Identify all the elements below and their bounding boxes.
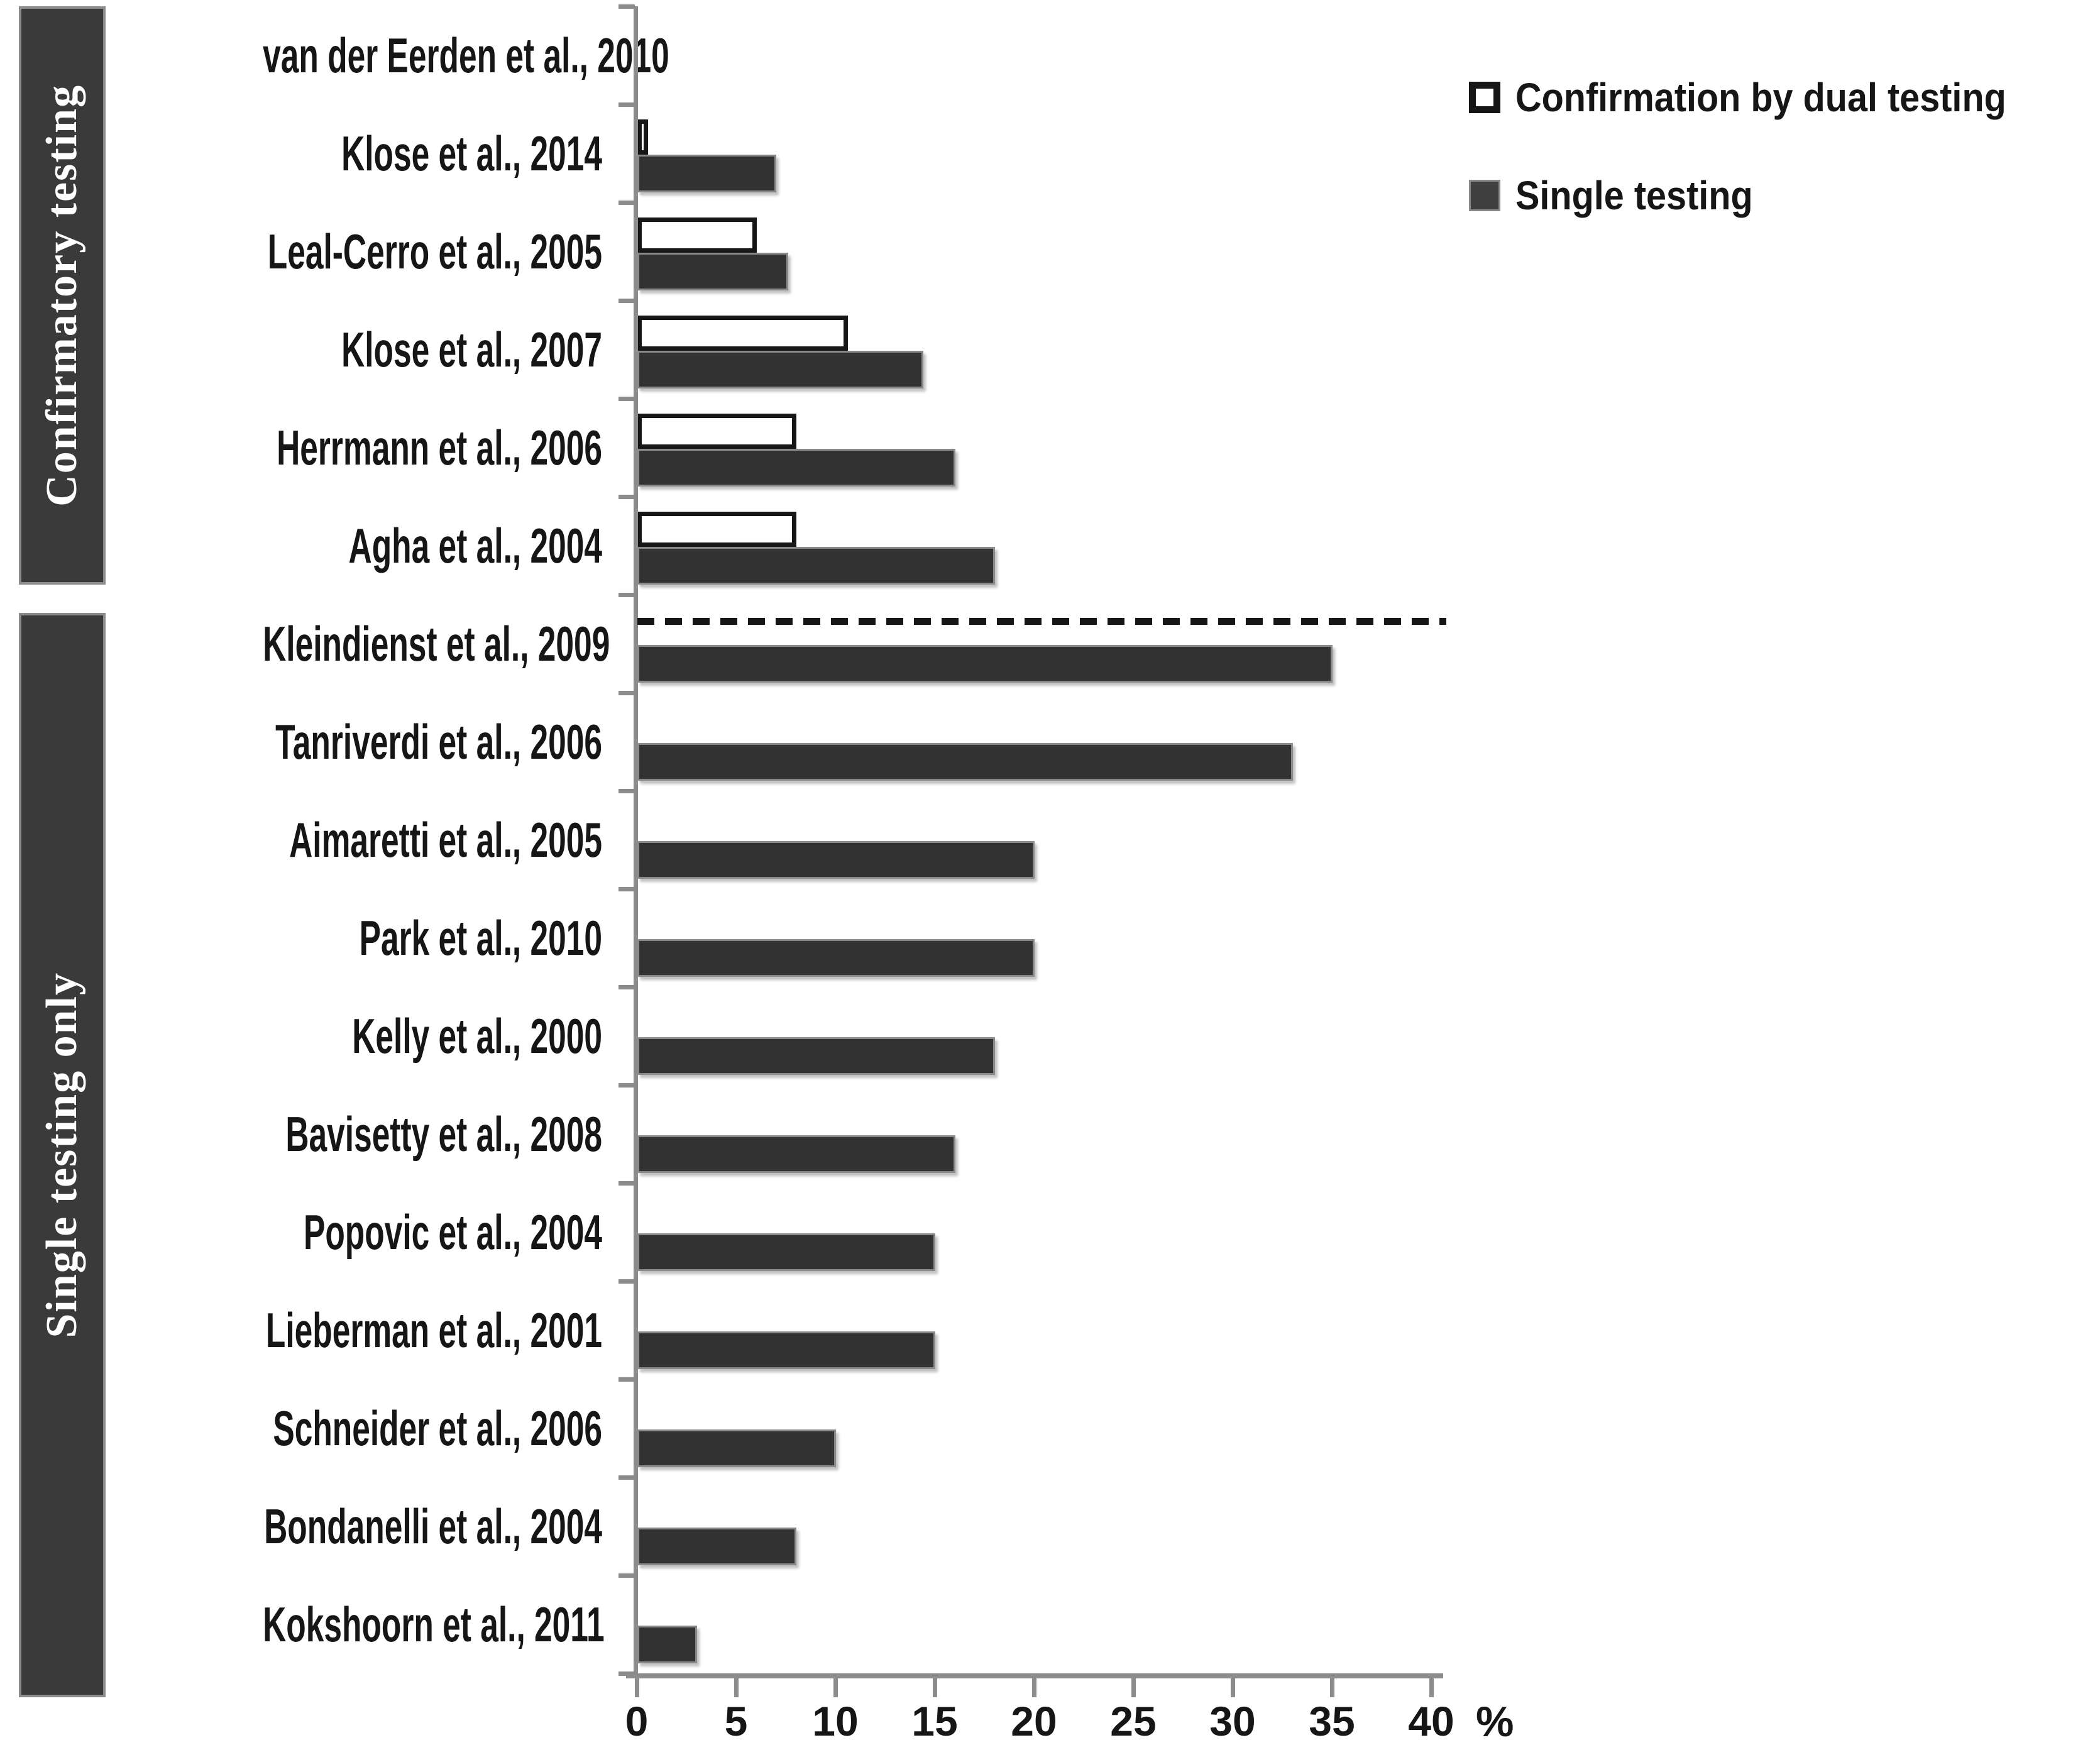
single-testing-bar: [637, 1331, 935, 1369]
x-tick-label: 40: [1408, 1698, 1454, 1744]
row-label: Kokshoorn et al., 2011: [263, 1597, 605, 1652]
x-tick-label: 15: [911, 1698, 958, 1744]
x-axis-tick: [1131, 1678, 1136, 1697]
y-axis-tick: [618, 495, 635, 499]
single-testing-bar: [637, 841, 1035, 879]
x-axis-tick: [734, 1678, 739, 1697]
row-label: Lieberman et al., 2001: [265, 1302, 602, 1358]
single-testing-bar: [637, 1233, 935, 1271]
row-label: Herrmann et al., 2006: [277, 420, 602, 475]
row-label: van der Eerden et al., 2010: [263, 28, 669, 83]
legend-label-single-testing: Single testing: [1515, 173, 1753, 218]
x-axis-tick: [1231, 1678, 1235, 1697]
x-axis-tick: [1330, 1678, 1334, 1697]
y-axis-tick: [618, 397, 635, 401]
x-tick-label: 0: [625, 1698, 649, 1744]
y-axis-tick: [618, 4, 635, 9]
y-axis-tick: [618, 1083, 635, 1087]
row-label: Popovic et al., 2004: [304, 1204, 602, 1260]
dual-testing-bar: [637, 414, 796, 449]
y-axis-tick: [618, 593, 635, 597]
single-testing-bar: [637, 1135, 955, 1173]
x-axis-tick: [933, 1678, 937, 1697]
legend-item-single-testing: Single testing: [1469, 172, 1779, 219]
y-axis-line: [634, 6, 638, 1678]
x-axis-line: [626, 1673, 1443, 1678]
row-label: Klose et al., 2014: [341, 126, 602, 181]
dual-testing-bar: [637, 316, 848, 351]
y-axis-tick: [618, 1279, 635, 1284]
x-tick-label: 5: [724, 1698, 748, 1744]
row-label: Bavisetty et al., 2008: [285, 1106, 602, 1162]
y-axis-tick: [618, 985, 635, 989]
y-axis-tick: [618, 102, 635, 107]
single-testing-bar: [637, 253, 789, 290]
y-axis-tick: [618, 1475, 635, 1480]
dual-testing-bar: [637, 119, 648, 155]
section-label-single-testing-only: Single testing only: [38, 972, 86, 1338]
single-testing-bar: [637, 1037, 995, 1075]
y-axis-tick: [618, 1181, 635, 1186]
single-testing-bar: [637, 449, 955, 487]
x-tick-label: 10: [812, 1698, 859, 1744]
row-label: Bondanelli et al., 2004: [264, 1499, 602, 1554]
y-axis-tick: [618, 789, 635, 793]
dual-testing-bar: [637, 217, 757, 253]
section-band-confirmatory-testing: Confirmatory testing: [19, 6, 106, 585]
y-axis-tick: [618, 1377, 635, 1382]
x-axis-tick: [635, 1678, 639, 1697]
legend-swatch-single-testing-icon: [1469, 180, 1500, 211]
single-testing-bar: [637, 1429, 836, 1467]
y-axis-tick: [618, 887, 635, 891]
section-separator-dashed-line: [637, 618, 1446, 625]
row-label: Schneider et al., 2006: [273, 1401, 602, 1456]
row-label: Leal-Cerro et al., 2005: [267, 224, 603, 279]
single-testing-bar: [637, 743, 1293, 781]
single-testing-bar: [637, 351, 924, 388]
x-tick-label: 25: [1110, 1698, 1157, 1744]
x-tick-label: 35: [1309, 1698, 1355, 1744]
x-axis-unit-label: %: [1476, 1698, 1514, 1746]
x-tick-label: 20: [1011, 1698, 1057, 1744]
y-axis-tick: [618, 299, 635, 303]
section-band-single-testing-only: Single testing only: [19, 613, 106, 1697]
dual-testing-bar: [637, 512, 796, 547]
row-label: Park et al., 2010: [359, 910, 602, 966]
y-axis-tick: [618, 691, 635, 695]
section-label-confirmatory-testing: Confirmatory testing: [38, 84, 86, 507]
single-testing-bar: [637, 155, 777, 192]
y-axis-tick: [618, 201, 635, 205]
row-label: Tanriverdi et al., 2006: [275, 714, 602, 769]
x-axis-tick: [1429, 1678, 1434, 1697]
x-tick-label: 30: [1209, 1698, 1256, 1744]
single-testing-bar: [637, 1528, 796, 1565]
y-axis-tick: [618, 1573, 635, 1578]
row-label: Klose et al., 2007: [341, 322, 602, 377]
row-label: Kelly et al., 2000: [352, 1008, 602, 1064]
legend-swatch-dual-testing-icon: [1469, 82, 1500, 113]
x-axis-tick: [1032, 1678, 1036, 1697]
row-label: Kleindienst et al., 2009: [263, 616, 610, 671]
row-label: Agha et al., 2004: [348, 518, 602, 573]
legend-label-dual-testing: Confirmation by dual testing: [1515, 75, 2006, 120]
x-axis-tick: [833, 1678, 838, 1697]
single-testing-bar: [637, 547, 995, 585]
single-testing-bar: [637, 645, 1333, 683]
row-label: Aimaretti et al., 2005: [289, 812, 602, 867]
legend-item-dual-testing: Confirmation by dual testing: [1469, 74, 2061, 121]
single-testing-bar: [637, 939, 1035, 977]
single-testing-bar: [637, 1626, 697, 1663]
